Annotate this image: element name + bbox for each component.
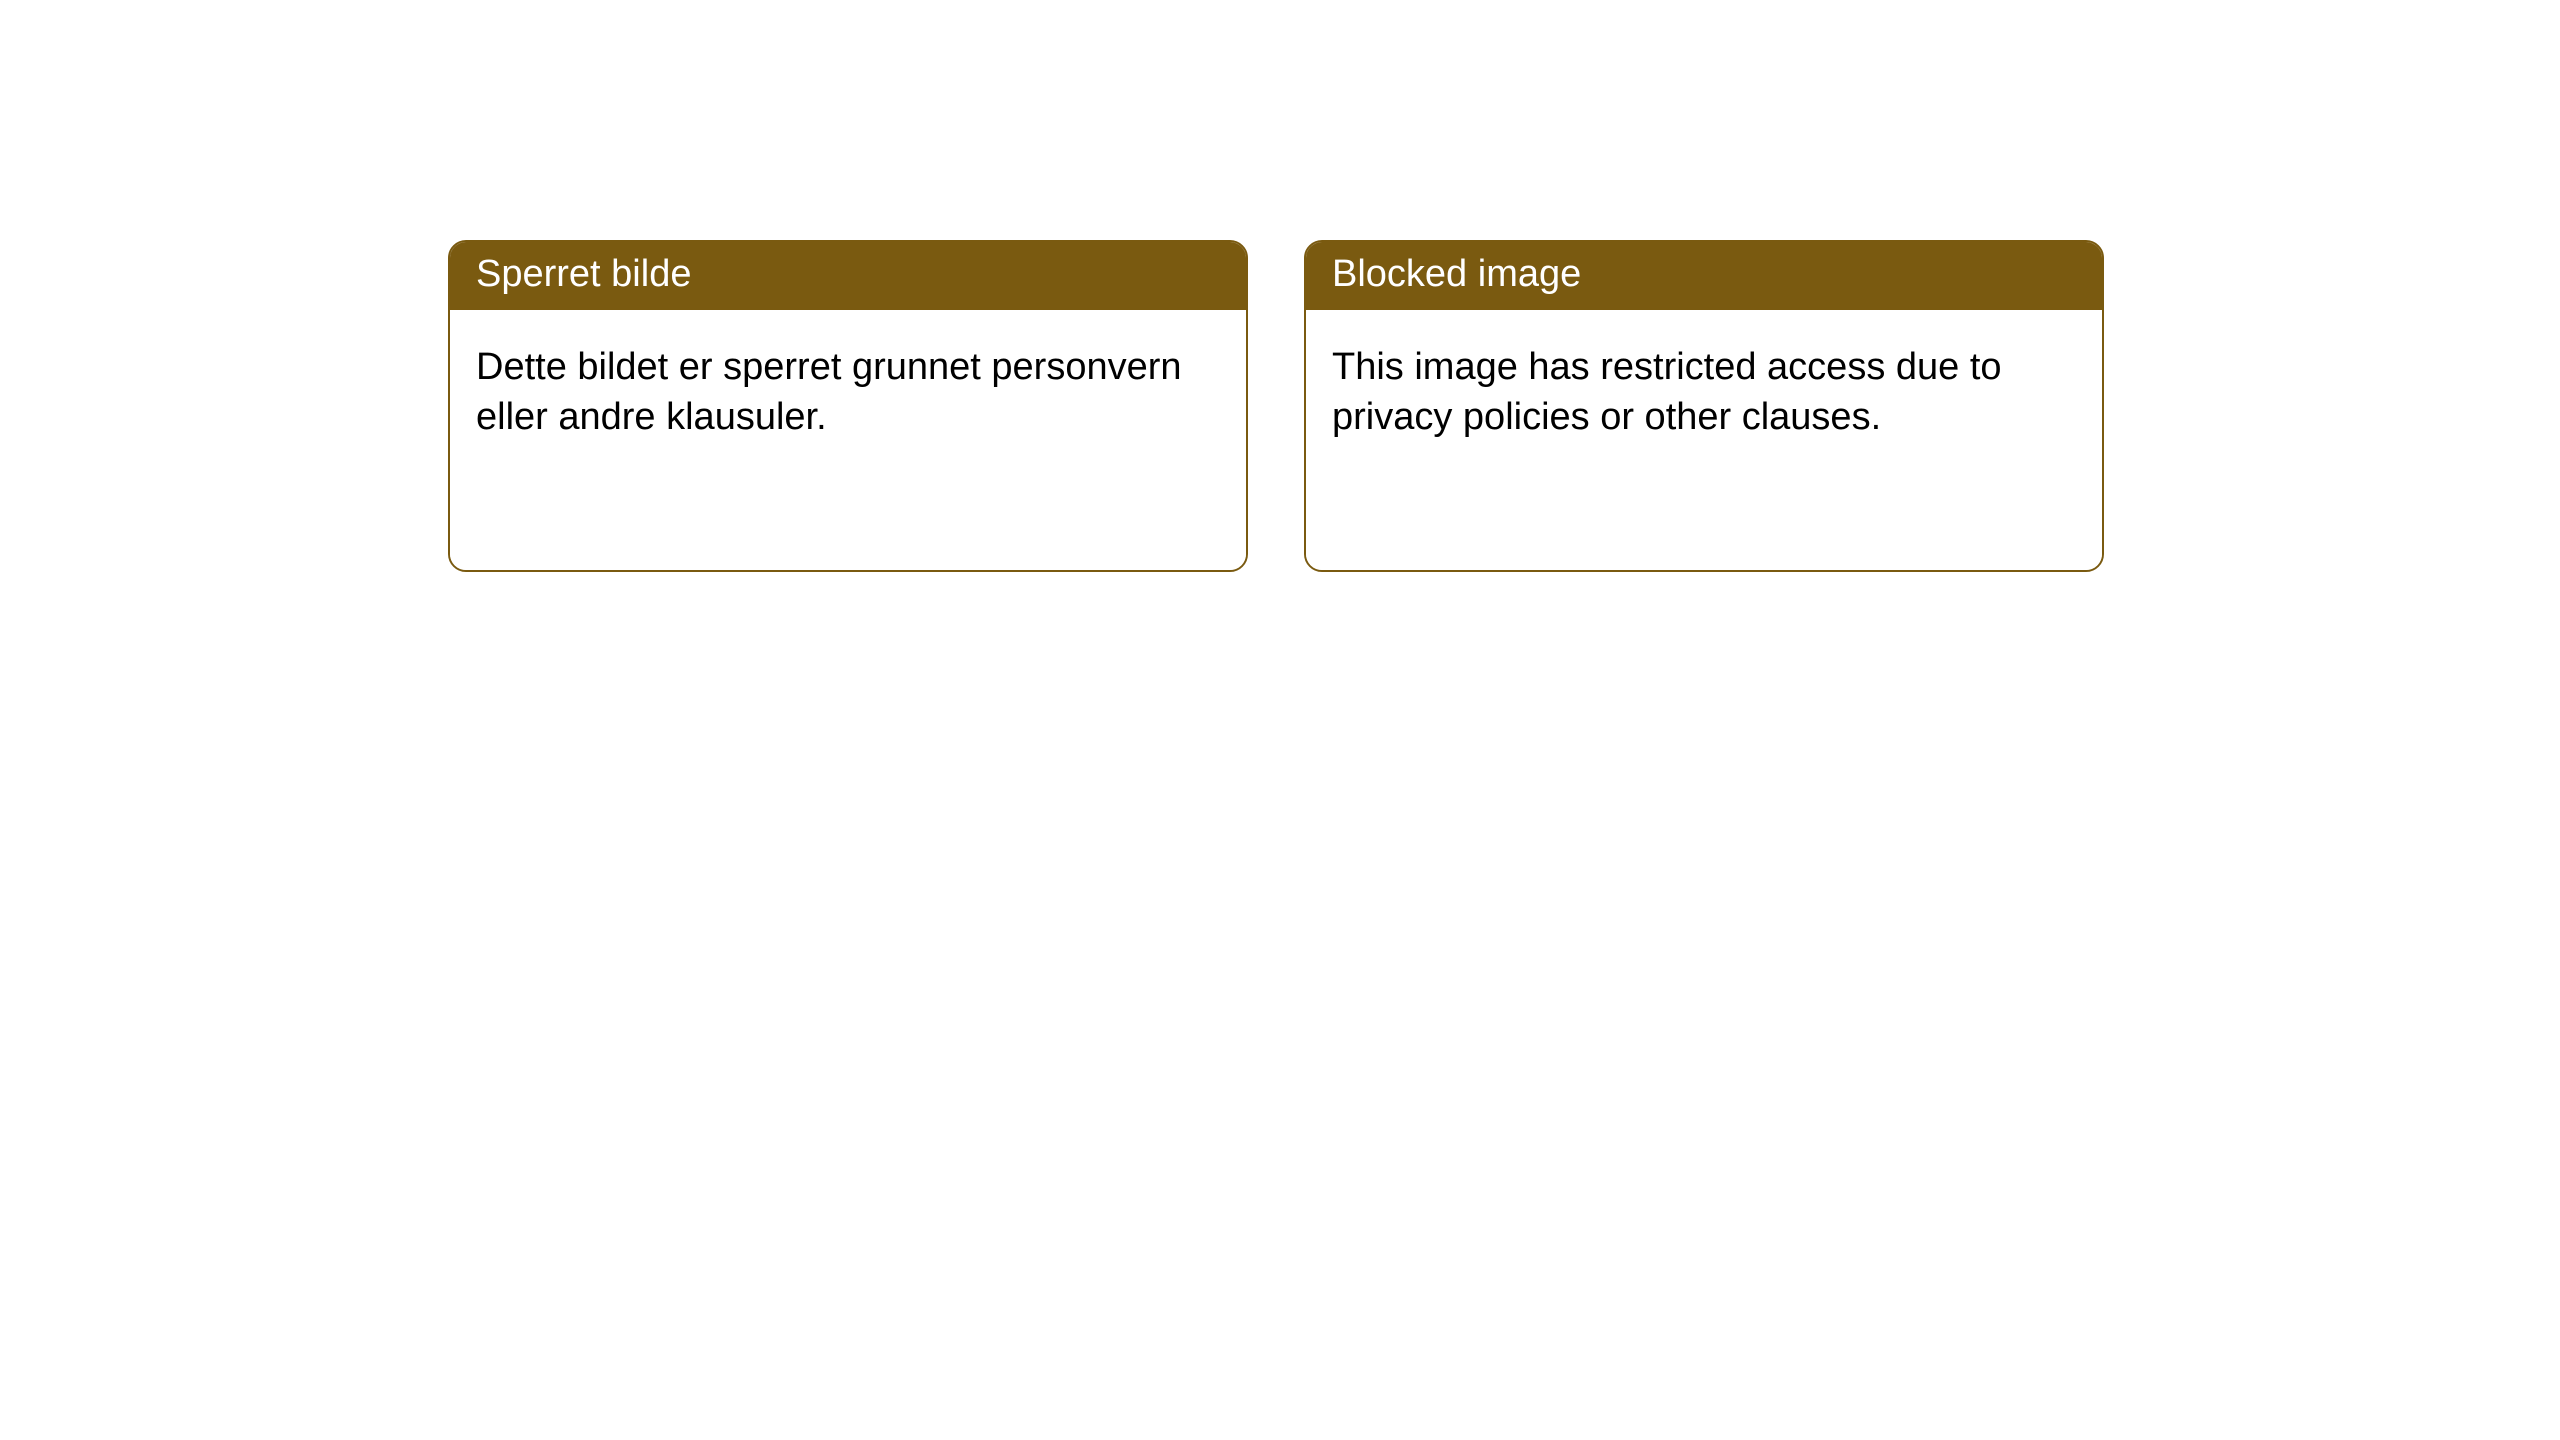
notice-header: Blocked image	[1306, 242, 2102, 310]
notice-container: Sperret bilde Dette bildet er sperret gr…	[0, 0, 2560, 572]
notice-box-norwegian: Sperret bilde Dette bildet er sperret gr…	[448, 240, 1248, 572]
notice-body: Dette bildet er sperret grunnet personve…	[450, 310, 1246, 570]
notice-box-english: Blocked image This image has restricted …	[1304, 240, 2104, 572]
notice-body: This image has restricted access due to …	[1306, 310, 2102, 570]
notice-header: Sperret bilde	[450, 242, 1246, 310]
